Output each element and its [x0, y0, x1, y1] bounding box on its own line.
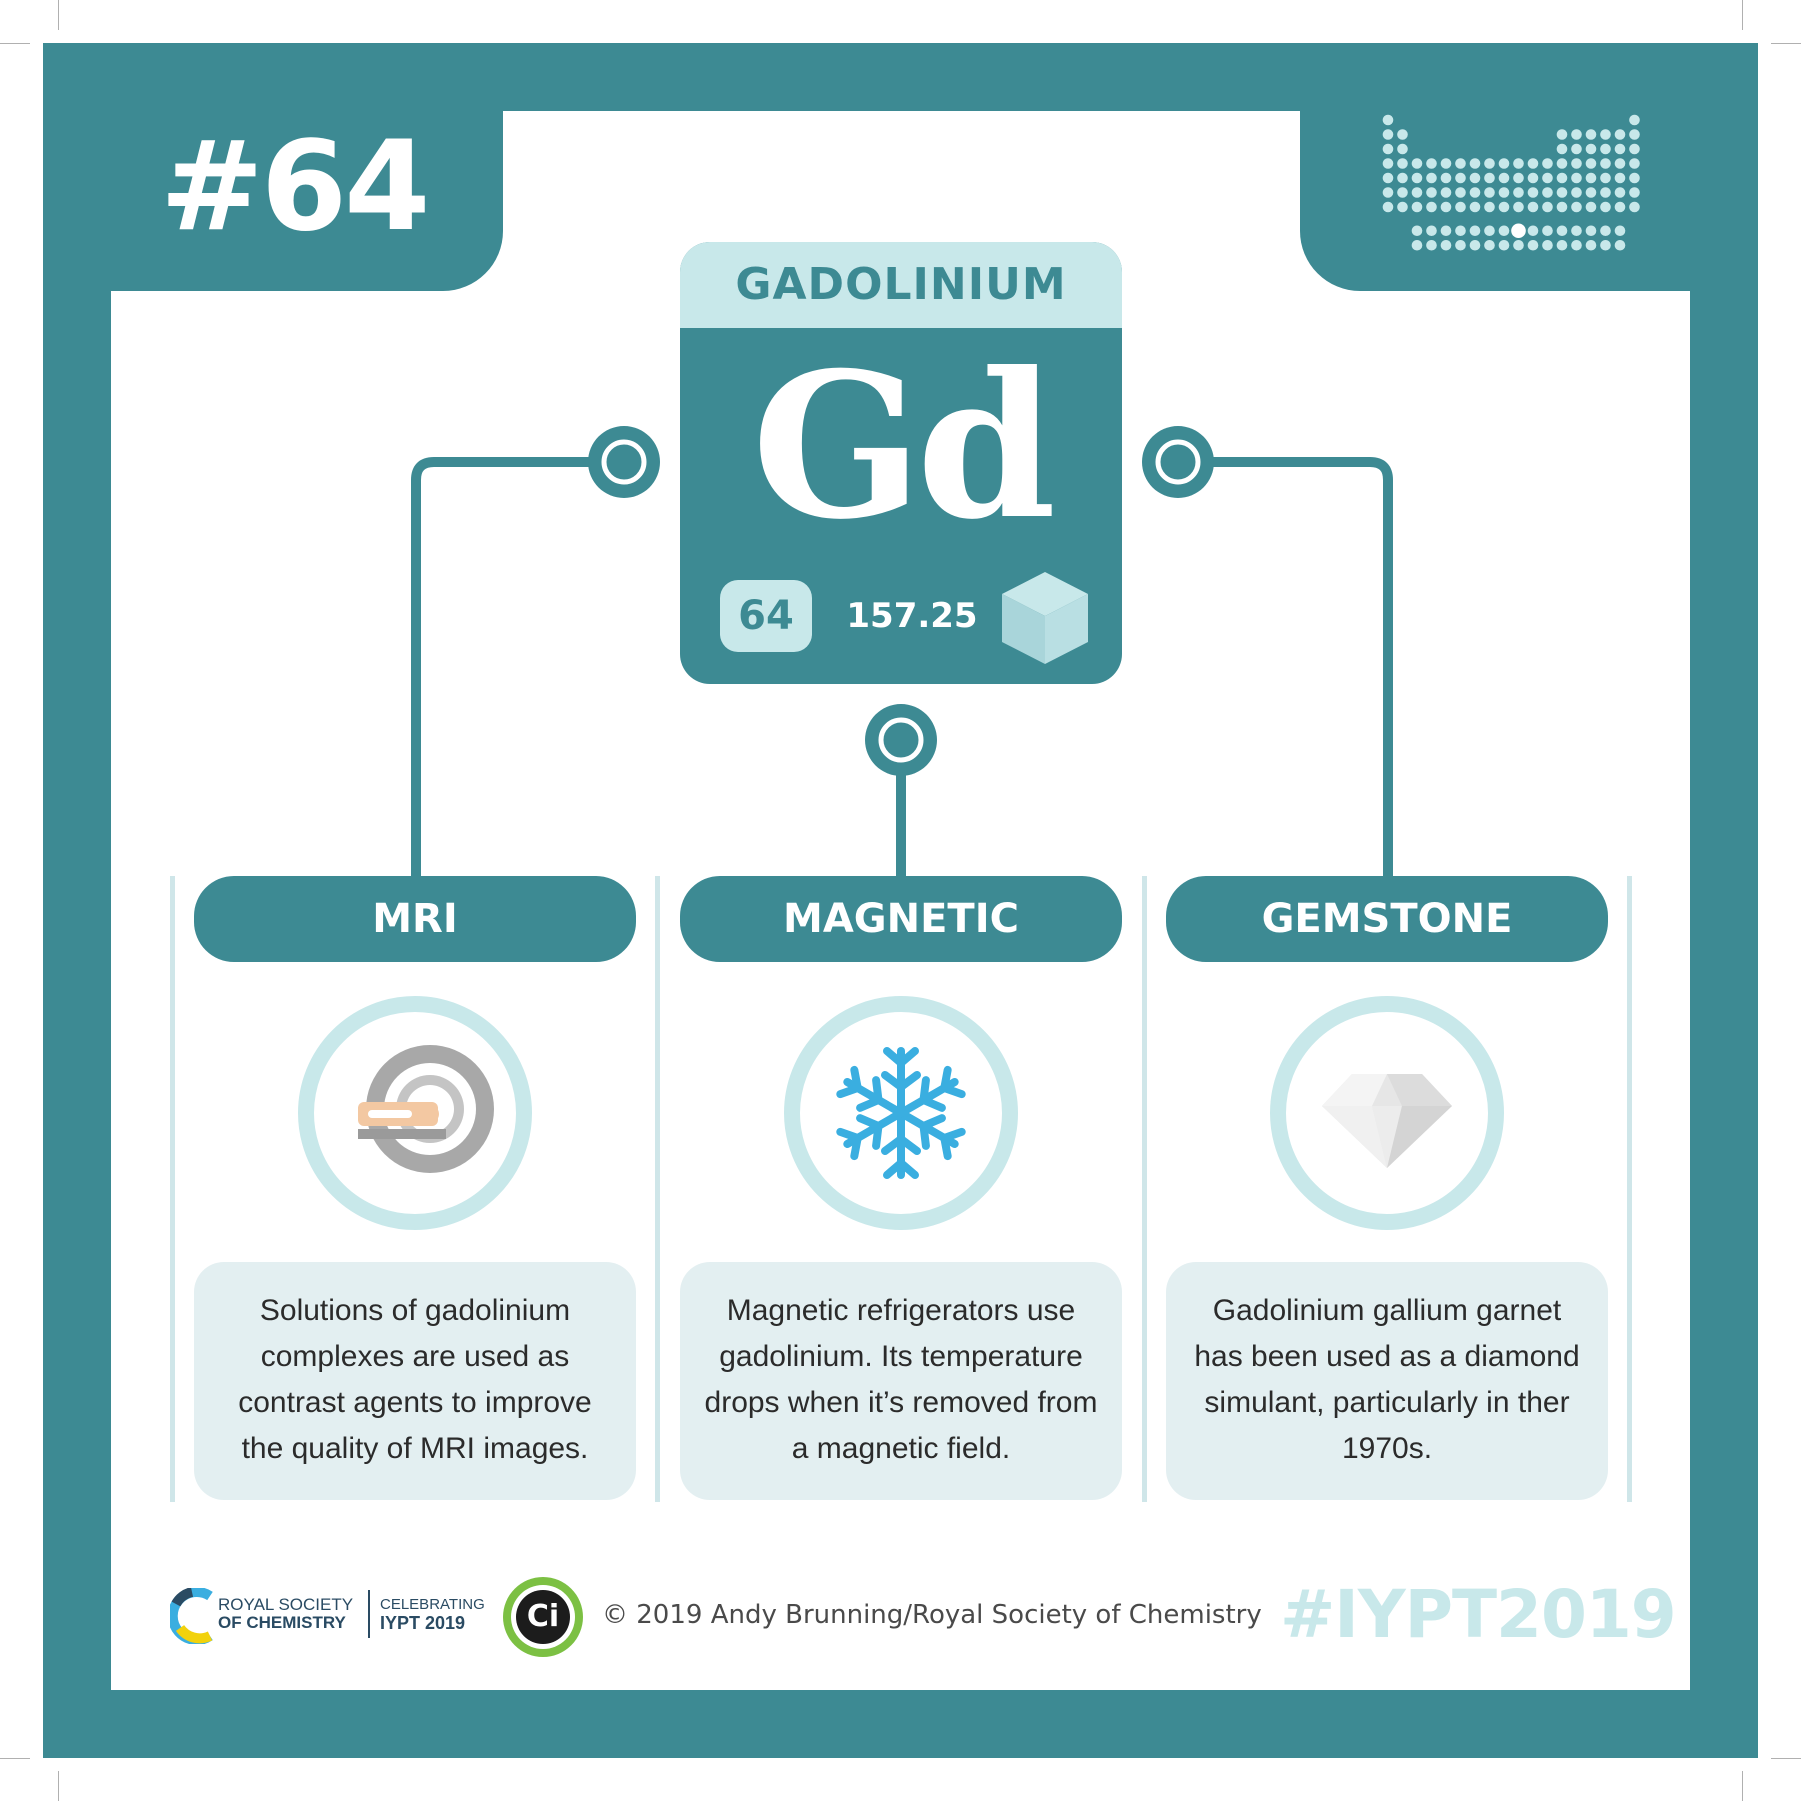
snowflake-icon-ring	[784, 996, 1018, 1230]
diamond-icon	[1322, 1074, 1452, 1168]
mri-icon-ring	[298, 996, 532, 1230]
crop-mark	[1742, 0, 1743, 30]
crop-mark	[58, 1771, 59, 1801]
crop-mark	[1771, 1758, 1801, 1759]
ci-logo: Ci	[501, 1575, 585, 1659]
snowflake-icon	[800, 1047, 1002, 1214]
use-description-gemstone: Gadolinium gallium garnet has been used …	[1166, 1262, 1608, 1500]
periodic-table-icon	[1382, 114, 1640, 251]
element-card: GADOLINIUM Gd 64 157.25	[680, 242, 1122, 684]
connector-node	[1142, 426, 1214, 498]
crop-mark	[0, 1758, 30, 1759]
rsc-logo	[170, 1588, 213, 1644]
cube-icon	[1002, 572, 1088, 664]
use-description-mri: Solutions of gadolinium complexes are us…	[194, 1262, 636, 1500]
use-title-magnetic-cooling: MAGNETIC COOLING	[680, 876, 1122, 1028]
crop-mark	[0, 43, 30, 44]
celebrating-label: CELEBRATING	[380, 1596, 485, 1613]
hashtag-text: #IYPT2019	[1280, 1576, 1677, 1653]
iypt-wordmark: CELEBRATING IYPT 2019	[380, 1596, 485, 1632]
iypt-label: IYPT 2019	[380, 1613, 466, 1633]
periodic-table-tab	[1300, 111, 1690, 291]
crop-mark	[1771, 43, 1801, 44]
ci-logo-text: Ci	[526, 1599, 560, 1634]
use-title-mri: MRI	[194, 876, 636, 962]
copyright-text: © 2019 Andy Brunning/Royal Society of Ch…	[602, 1600, 1262, 1630]
crop-mark	[1742, 1771, 1743, 1801]
element-name: GADOLINIUM	[680, 242, 1122, 328]
atomic-number: 64	[720, 580, 812, 652]
column-divider	[655, 876, 660, 1502]
rsc-wordmark: ROYAL SOCIETY OF CHEMISTRY	[218, 1596, 353, 1632]
use-description-magnetic-cooling: Magnetic refrigerators use gadolinium. I…	[680, 1262, 1122, 1500]
column-divider	[1142, 876, 1147, 1502]
diamond-icon-ring	[1270, 996, 1504, 1230]
element-symbol: Gd	[751, 329, 1057, 564]
number-tab	[111, 111, 503, 291]
footer-divider	[368, 1590, 370, 1638]
use-title-gemstone: GEMSTONE	[1166, 876, 1608, 962]
column-divider	[1627, 876, 1632, 1502]
column-divider	[170, 876, 175, 1502]
rsc-line1: ROYAL SOCIETY	[218, 1595, 354, 1614]
rsc-line2: OF CHEMISTRY	[218, 1613, 346, 1632]
crop-mark	[58, 0, 59, 30]
connector-node	[588, 426, 660, 498]
element-number-heading: #64	[160, 115, 430, 259]
connector-node	[865, 704, 937, 776]
mri-scanner-icon	[358, 1045, 494, 1173]
atomic-mass: 157.25	[846, 596, 978, 636]
